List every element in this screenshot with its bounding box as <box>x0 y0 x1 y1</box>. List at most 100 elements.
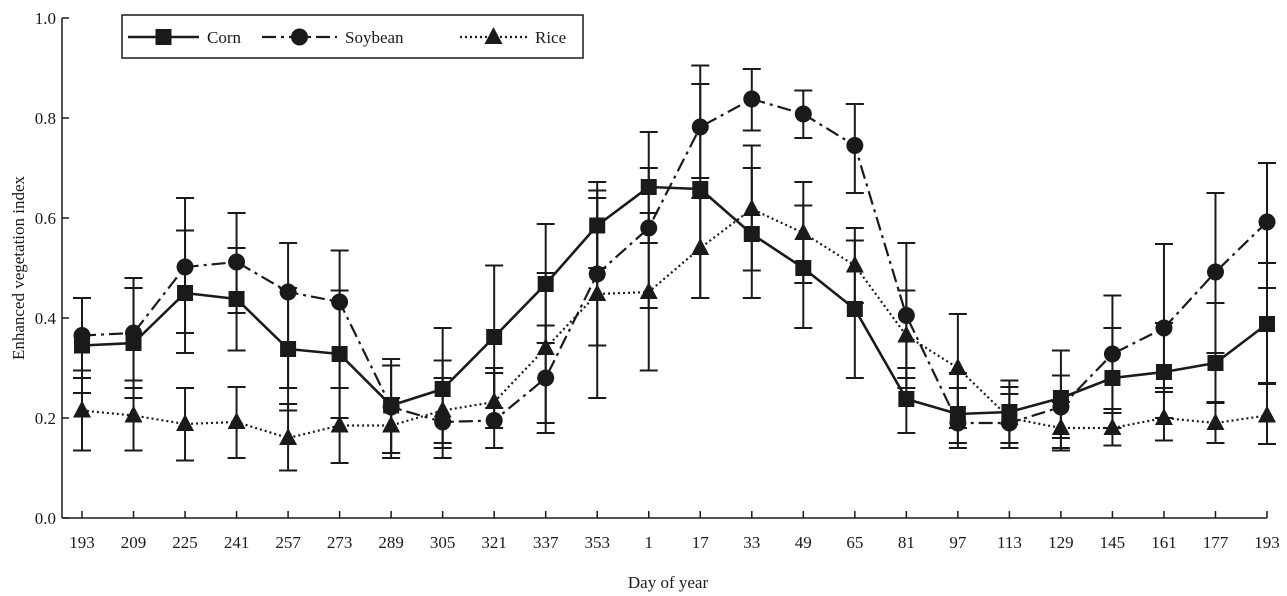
y-tick-label: 1.0 <box>35 9 56 28</box>
corn-point <box>1104 370 1121 386</box>
legend-corn-marker <box>155 29 172 45</box>
legend-soybean-label: Soybean <box>345 28 404 47</box>
rice-point <box>536 338 555 355</box>
axes: 0.0 0.2 0.4 0.6 0.8 1.0 193 209 225 241 257 273 289 3… <box>35 9 1280 552</box>
x-tick-label: 257 <box>275 533 301 552</box>
corn-series-line <box>81 185 1268 416</box>
corn-point <box>692 181 709 197</box>
x-tick-label: 193 <box>69 533 95 552</box>
rice-point <box>1258 405 1276 423</box>
soybean-point <box>846 137 864 154</box>
legend: Corn Soybean Rice <box>121 14 584 59</box>
series-lines <box>81 97 1268 440</box>
soybean-point <box>691 118 709 136</box>
soybean-point <box>1103 345 1121 363</box>
x-tick-label: 273 <box>327 533 353 552</box>
rice-point <box>382 415 401 433</box>
legend-corn-label: Corn <box>207 28 242 47</box>
corn-point <box>177 285 194 301</box>
x-axis-title: Day of year <box>628 573 709 592</box>
soybean-point <box>949 414 967 432</box>
x-tick-label: 289 <box>378 533 404 552</box>
corn-point <box>1259 316 1275 332</box>
rice-point <box>588 284 607 301</box>
x-tick-label: 225 <box>172 533 198 552</box>
soybean-point <box>228 253 246 271</box>
rice-point <box>330 415 349 433</box>
legend-rice-marker <box>484 27 503 44</box>
x-tick-label: 1 <box>644 533 653 552</box>
legend-rice-label: Rice <box>535 28 566 47</box>
rice-point <box>227 412 246 429</box>
rice-series-line <box>81 207 1268 440</box>
x-tick-label: 81 <box>898 533 915 552</box>
rice-point <box>948 358 967 375</box>
soybean-point <box>897 307 915 324</box>
rice-point <box>1154 408 1173 425</box>
corn-point <box>486 329 503 345</box>
rice-point <box>897 325 916 343</box>
rice-point <box>485 392 504 409</box>
rice-point <box>794 223 813 240</box>
rice-point <box>639 282 658 299</box>
y-tick-label: 0.2 <box>35 409 56 428</box>
x-tick-label: 241 <box>224 533 250 552</box>
corn-point <box>743 226 760 242</box>
x-tick-label: 113 <box>997 533 1022 552</box>
x-tick-label: 129 <box>1048 533 1074 552</box>
rice-point <box>176 414 195 431</box>
soybean-point <box>1206 263 1224 281</box>
soybean-point <box>1155 319 1173 337</box>
soybean-point <box>73 327 91 344</box>
x-tick-label: 305 <box>430 533 456 552</box>
rice-point <box>279 428 298 445</box>
rice-point <box>1103 418 1122 435</box>
corn-point <box>795 260 812 276</box>
corn-point <box>1207 355 1224 371</box>
rice-point <box>124 405 143 423</box>
soybean-point <box>382 398 400 416</box>
rice-point <box>73 400 91 418</box>
x-tick-label: 97 <box>949 533 967 552</box>
soybean-point <box>485 412 503 429</box>
rice-point <box>433 400 452 418</box>
corn-point <box>1155 364 1172 380</box>
corn-point <box>640 179 657 195</box>
rice-point <box>1206 413 1225 430</box>
x-tick-label: 321 <box>481 533 507 552</box>
x-tick-label: 337 <box>533 533 559 552</box>
corn-point <box>589 217 606 234</box>
soybean-series-line <box>81 97 1268 425</box>
x-tick-label: 193 <box>1254 533 1280 552</box>
rice-point <box>742 199 761 216</box>
soybean-point <box>588 265 606 283</box>
corn-point <box>434 381 451 397</box>
x-tick-label: 145 <box>1100 533 1126 552</box>
soybean-point <box>537 369 555 387</box>
soybean-point <box>640 219 658 237</box>
rice-point <box>691 238 710 255</box>
error-bars <box>73 64 1276 472</box>
soybean-point <box>794 105 812 123</box>
soybean-point <box>279 283 297 301</box>
soybean-point <box>434 413 452 431</box>
legend-soybean-marker <box>291 28 308 46</box>
x-tick-label: 17 <box>692 533 710 552</box>
x-tick-label: 161 <box>1151 533 1177 552</box>
y-tick-label: 0.4 <box>35 309 57 328</box>
corn-point <box>228 291 245 307</box>
corn-point <box>331 346 348 362</box>
series-markers <box>73 90 1276 445</box>
x-tick-label: 209 <box>121 533 147 552</box>
x-tick-label: 65 <box>846 533 863 552</box>
x-tick-label: 177 <box>1203 533 1229 552</box>
soybean-point <box>125 324 143 342</box>
x-tick-label: 353 <box>584 533 610 552</box>
corn-point <box>846 301 863 317</box>
corn-point <box>280 341 297 357</box>
soybean-point <box>743 90 761 108</box>
corn-point <box>537 276 554 292</box>
corn-point <box>898 391 915 407</box>
rice-point <box>845 255 864 273</box>
